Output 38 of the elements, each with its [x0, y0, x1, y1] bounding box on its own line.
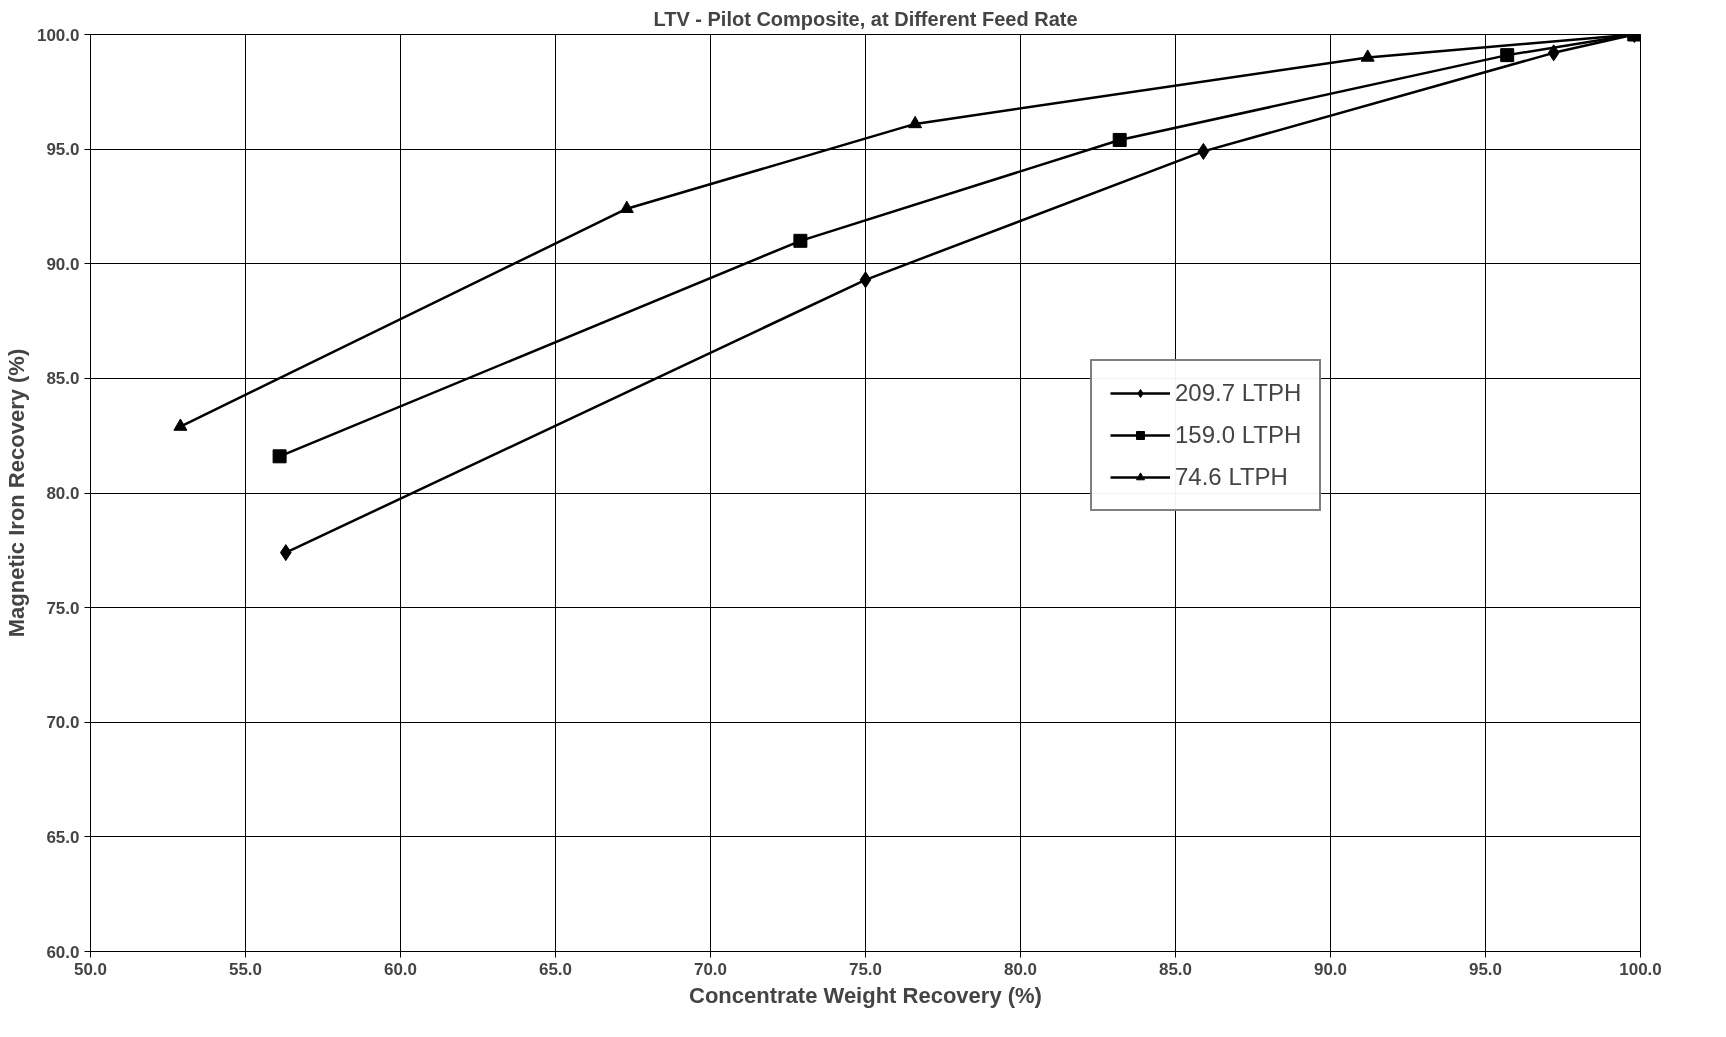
y-tick-label: 65.0	[46, 827, 80, 847]
y-tick-label: 70.0	[46, 713, 80, 733]
x-tick-label: 75.0	[848, 959, 883, 979]
x-tick-label: 100.0	[1619, 959, 1662, 979]
point	[272, 449, 287, 464]
y-tick-label: 95.0	[46, 140, 80, 160]
x-tick-label: 90.0	[1313, 959, 1348, 979]
y-tick-label: 80.0	[46, 484, 80, 503]
point	[619, 200, 634, 213]
x-tick-label: 50.0	[73, 959, 108, 979]
x-axis-title: Concentrate Weight Recovery (%)	[689, 982, 1042, 1008]
x-tick-label: 70.0	[693, 959, 728, 979]
point	[793, 233, 808, 248]
point	[908, 115, 923, 129]
point	[1360, 49, 1375, 62]
x-tick-label: 85.0	[1158, 959, 1193, 979]
y-tick-label: 60.0	[46, 942, 80, 962]
y-tick-label: 85.0	[46, 369, 80, 389]
chart-title: LTV - Pilot Composite, at Different Feed Rate	[653, 7, 1078, 30]
point	[1547, 44, 1560, 62]
point	[173, 418, 188, 431]
point	[1500, 48, 1515, 63]
point	[1112, 132, 1127, 147]
x-tick-label: 60.0	[383, 959, 418, 979]
x-tick-label: 80.0	[1003, 959, 1038, 979]
point	[859, 271, 872, 289]
point	[279, 544, 292, 562]
legend-label: 209.7 LTPH	[1175, 379, 1302, 407]
y-tick-label: 100.0	[36, 25, 80, 45]
y-tick-label: 75.0	[46, 598, 80, 618]
legend-label: 159.0 LTPH	[1175, 421, 1302, 449]
y-axis-title: Magnetic Iron Recovery (%)	[3, 348, 29, 638]
x-tick-label: 55.0	[228, 959, 263, 979]
legend-label: 74.6 LTPH	[1175, 463, 1288, 491]
point	[1197, 142, 1210, 160]
x-tick-label: 65.0	[538, 959, 573, 979]
x-tick-label: 95.0	[1468, 959, 1503, 979]
y-tick-label: 90.0	[46, 254, 80, 274]
